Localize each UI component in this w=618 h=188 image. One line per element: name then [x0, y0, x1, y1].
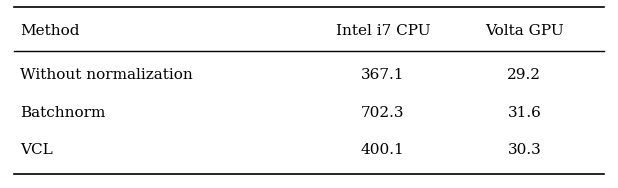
- Text: Batchnorm: Batchnorm: [20, 105, 105, 120]
- Text: Intel i7 CPU: Intel i7 CPU: [336, 24, 430, 38]
- Text: 30.3: 30.3: [507, 143, 541, 157]
- Text: Method: Method: [20, 24, 79, 38]
- Text: 400.1: 400.1: [361, 143, 405, 157]
- Text: 702.3: 702.3: [361, 105, 405, 120]
- Text: VCL: VCL: [20, 143, 53, 157]
- Text: 367.1: 367.1: [361, 68, 405, 83]
- Text: 29.2: 29.2: [507, 68, 541, 83]
- Text: Without normalization: Without normalization: [20, 68, 193, 83]
- Text: 31.6: 31.6: [507, 105, 541, 120]
- Text: Volta GPU: Volta GPU: [485, 24, 564, 38]
